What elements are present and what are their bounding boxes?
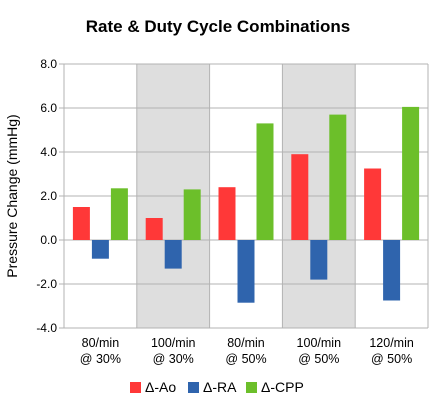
legend-swatch (130, 382, 141, 393)
y-tick-label: 0.0 (40, 233, 57, 247)
bar (364, 168, 382, 240)
y-tick-label: 6.0 (40, 101, 57, 115)
bar (164, 240, 182, 269)
bar (256, 123, 274, 240)
bar (402, 106, 420, 241)
bar (291, 154, 309, 240)
y-tick-label: 8.0 (40, 57, 57, 71)
legend-label: Δ-RA (203, 379, 237, 395)
x-tick-label: 120/min (369, 336, 414, 350)
bar (383, 240, 401, 301)
bars (72, 106, 420, 303)
y-tick-labels: -4.0 -2.0 0.0 2.0 4.0 6.0 8.0 (36, 57, 57, 335)
legend-label: Δ-Ao (145, 379, 176, 395)
legend-swatch (246, 382, 257, 393)
bar (237, 240, 255, 303)
x-tick-label: 80/min (82, 336, 120, 350)
y-tick-label: 2.0 (40, 189, 57, 203)
x-tick-labels: 80/min @ 30% 100/min @ 30% 80/min @ 50% 100/mi… (80, 336, 414, 366)
bar (218, 187, 236, 240)
x-tick-label: @ 50% (225, 352, 266, 366)
x-tick-label: 80/min (227, 336, 265, 350)
legend-swatch (188, 382, 199, 393)
y-tick-label: 4.0 (40, 145, 57, 159)
y-tick-label: -2.0 (36, 277, 57, 291)
bar (329, 114, 347, 240)
bar (91, 240, 109, 259)
x-tick-label: 100/min (151, 336, 196, 350)
x-tick-label: @ 30% (153, 352, 194, 366)
chart-title: Rate & Duty Cycle Combinations (86, 17, 351, 36)
y-axis-title: Pressure Change (mmHg) (4, 114, 20, 277)
bar (72, 207, 90, 240)
y-tick-label: -4.0 (36, 321, 57, 335)
x-tick-label: @ 30% (80, 352, 121, 366)
legend-label: Δ-CPP (261, 379, 304, 395)
legend: Δ-Ao Δ-RA Δ-CPP (130, 379, 304, 395)
x-tick-label: @ 50% (298, 352, 339, 366)
bar (310, 240, 328, 280)
bar (145, 218, 163, 240)
x-tick-label: @ 50% (371, 352, 412, 366)
bar (183, 189, 201, 240)
bar (110, 188, 128, 240)
x-tick-label: 100/min (297, 336, 342, 350)
